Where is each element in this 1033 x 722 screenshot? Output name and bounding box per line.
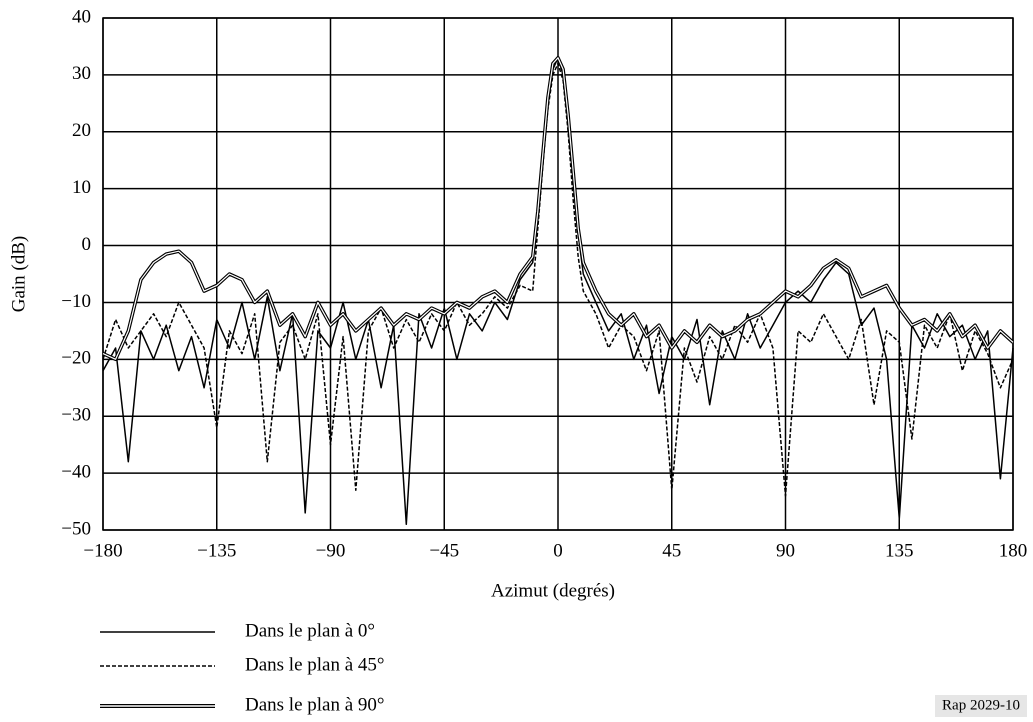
note-box xyxy=(935,695,1027,717)
x-tick-label: 90 xyxy=(776,540,795,561)
y-tick-label: −20 xyxy=(61,348,91,369)
y-tick-label: −40 xyxy=(61,461,91,482)
y-tick-label: 0 xyxy=(82,234,92,255)
double-line-inner xyxy=(102,57,1014,360)
x-tick-label: 135 xyxy=(885,540,914,561)
x-tick-label: −135 xyxy=(197,540,236,561)
y-tick-label: −10 xyxy=(61,291,91,312)
plot-frame xyxy=(102,17,1014,531)
series-line xyxy=(102,62,1014,497)
y-tick-label: 40 xyxy=(72,6,91,27)
legend-label: Dans le plan à 0° xyxy=(245,620,375,641)
y-axis-label: Gain (dB) xyxy=(8,236,29,313)
x-tick-label: −45 xyxy=(429,540,459,561)
legend-label: Dans le plan à 90° xyxy=(245,694,385,715)
y-tick-label: 20 xyxy=(72,120,91,141)
x-tick-label: 180 xyxy=(999,540,1028,561)
x-tick-label: −180 xyxy=(83,540,122,561)
y-tick-label: −30 xyxy=(61,405,91,426)
legend-label: Dans le plan à 45° xyxy=(245,654,385,675)
x-tick-label: 0 xyxy=(553,540,563,561)
x-tick-label: −90 xyxy=(316,540,346,561)
y-tick-label: 10 xyxy=(72,177,91,198)
note: Rap 2029-10 xyxy=(942,697,1020,713)
y-tick-label: 30 xyxy=(72,63,91,84)
x-axis-label: Azimut (degrés) xyxy=(491,580,615,601)
x-tick-label: 45 xyxy=(662,540,681,561)
y-tick-label: −50 xyxy=(61,518,91,539)
